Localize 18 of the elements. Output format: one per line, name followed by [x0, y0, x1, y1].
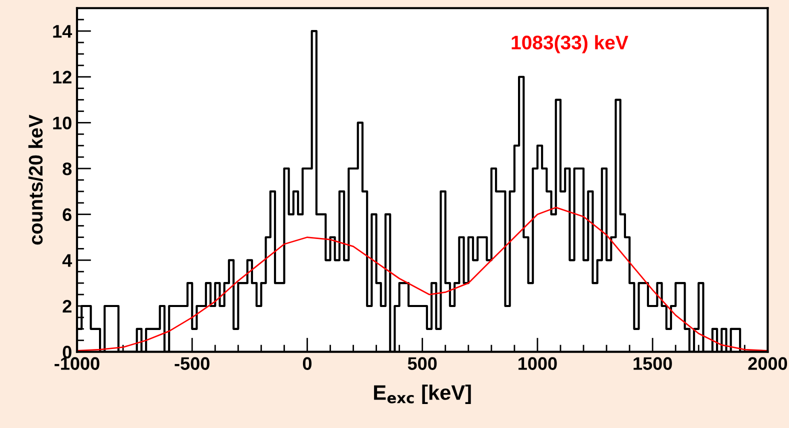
y-tick-label: 8: [62, 162, 72, 176]
annotation: 1083(33) keV: [512, 35, 628, 54]
y-tick-label: 2: [62, 300, 72, 313]
y-axis-title: counts/20 keV: [28, 114, 43, 245]
x-tick-label: 2000: [748, 357, 788, 370]
x-tick-label: 500: [408, 357, 437, 370]
x-tick-label: -1000: [54, 357, 100, 370]
y-tick-label: 12: [53, 70, 72, 84]
y-tick-label: 14: [53, 25, 72, 38]
x-axis-title: E$_{exc}$ [keV]: [374, 384, 471, 404]
y-tick-label: 6: [62, 208, 72, 222]
x-tick-label: 0: [302, 357, 312, 370]
y-tick-label: 10: [53, 116, 72, 130]
x-tick-label: -500: [174, 357, 210, 370]
y-tick-label: 0: [62, 346, 72, 359]
y-tick-label: 4: [62, 254, 72, 267]
x-tick-label: 1000: [518, 357, 557, 370]
x-tick-label: 1500: [634, 357, 672, 370]
